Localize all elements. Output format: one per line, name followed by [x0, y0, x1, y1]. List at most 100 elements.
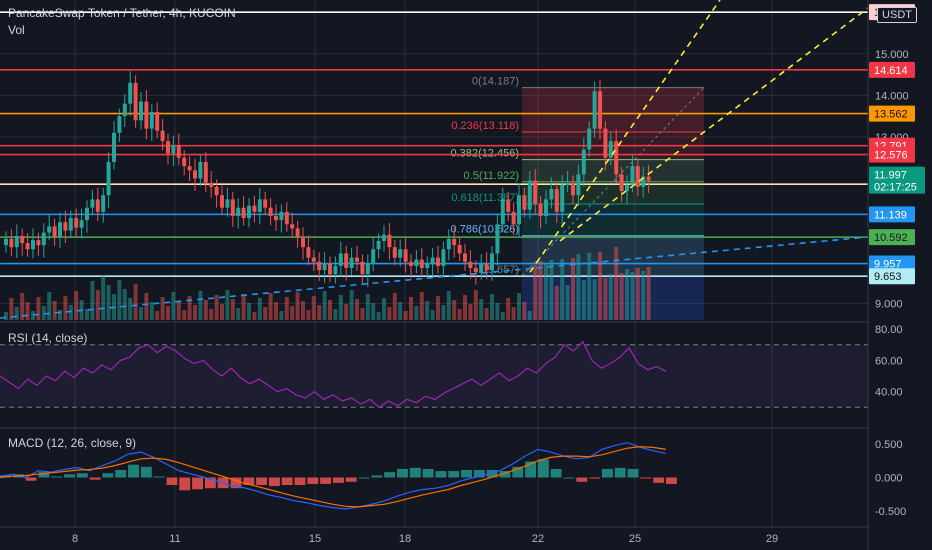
- candle-body[interactable]: [236, 207, 241, 216]
- candle-body[interactable]: [592, 91, 597, 129]
- candle-body[interactable]: [47, 226, 52, 233]
- candle-body[interactable]: [403, 249, 408, 262]
- candle-body[interactable]: [117, 116, 122, 133]
- candle-body[interactable]: [360, 261, 365, 275]
- candle-body[interactable]: [290, 224, 295, 229]
- macd-pane[interactable]: [0, 442, 677, 510]
- candle-body[interactable]: [263, 199, 268, 208]
- candle-body[interactable]: [214, 186, 219, 196]
- candle-body[interactable]: [160, 130, 165, 142]
- trendline-support[interactable]: [0, 236, 869, 319]
- candle-body[interactable]: [554, 188, 559, 212]
- candle-body[interactable]: [576, 174, 581, 196]
- candle-body[interactable]: [619, 174, 624, 192]
- candle-body[interactable]: [155, 112, 160, 131]
- candle-body[interactable]: [198, 161, 203, 179]
- rsi-pane[interactable]: [0, 340, 868, 409]
- candle-body[interactable]: [387, 234, 392, 248]
- candle-body[interactable]: [187, 166, 192, 171]
- candle-body[interactable]: [311, 257, 316, 262]
- candle-body[interactable]: [506, 199, 511, 212]
- price-axis[interactable]: 9.00013.00014.00015.00016.00016.00014.61…: [869, 0, 932, 550]
- candle-body[interactable]: [376, 240, 381, 250]
- candle-body[interactable]: [209, 182, 214, 187]
- candle-body[interactable]: [344, 253, 349, 268]
- candle-body[interactable]: [392, 247, 397, 258]
- candle-body[interactable]: [301, 236, 305, 248]
- candle-body[interactable]: [560, 184, 565, 212]
- candle-body[interactable]: [349, 257, 354, 268]
- candlestick-series[interactable]: [4, 71, 651, 287]
- trendline-upper[interactable]: [529, 0, 721, 273]
- candle-body[interactable]: [608, 141, 613, 158]
- candle-body[interactable]: [63, 222, 68, 231]
- candle-body[interactable]: [495, 224, 500, 254]
- candle-body[interactable]: [409, 261, 413, 266]
- candle-body[interactable]: [14, 235, 19, 248]
- price-tag-11.139[interactable]: [869, 206, 915, 223]
- candle-body[interactable]: [328, 263, 332, 275]
- price-tag-13.562[interactable]: [869, 105, 915, 122]
- candle-body[interactable]: [41, 232, 46, 246]
- candle-body[interactable]: [635, 166, 640, 187]
- candle-body[interactable]: [101, 195, 106, 212]
- candle-body[interactable]: [646, 176, 651, 181]
- candle-body[interactable]: [457, 245, 462, 254]
- candle-body[interactable]: [371, 249, 376, 264]
- candle-body[interactable]: [419, 259, 424, 268]
- time-axis[interactable]: 8 11 15 18 22 25 29: [72, 533, 778, 545]
- candle-body[interactable]: [490, 253, 494, 271]
- candle-body[interactable]: [544, 199, 548, 216]
- candle-body[interactable]: [95, 199, 100, 212]
- candle-body[interactable]: [571, 182, 575, 196]
- candle-body[interactable]: [122, 103, 127, 117]
- trendline-lower[interactable]: [559, 7, 869, 242]
- candle-body[interactable]: [182, 157, 187, 167]
- candle-body[interactable]: [338, 253, 343, 266]
- candle-body[interactable]: [538, 203, 543, 216]
- candle-body[interactable]: [274, 216, 278, 221]
- candle-body[interactable]: [252, 205, 257, 212]
- candle-body[interactable]: [133, 82, 138, 121]
- price-tag-10.592[interactable]: [869, 229, 915, 246]
- candle-body[interactable]: [139, 101, 143, 121]
- candle-body[interactable]: [193, 170, 197, 179]
- candle-body[interactable]: [203, 161, 208, 183]
- candle-body[interactable]: [279, 211, 284, 221]
- candle-body[interactable]: [128, 82, 133, 104]
- trendlines[interactable]: [0, 0, 869, 319]
- candle-body[interactable]: [365, 263, 370, 275]
- candle-body[interactable]: [614, 141, 619, 175]
- candle-body[interactable]: [517, 195, 521, 225]
- candle-body[interactable]: [468, 261, 473, 268]
- candle-body[interactable]: [452, 238, 457, 246]
- candle-body[interactable]: [225, 199, 230, 208]
- candle-body[interactable]: [625, 184, 629, 192]
- candle-body[interactable]: [333, 265, 338, 275]
- candle-body[interactable]: [641, 176, 646, 187]
- candle-body[interactable]: [4, 238, 8, 246]
- candle-body[interactable]: [317, 261, 322, 271]
- candle-body[interactable]: [587, 128, 592, 150]
- candle-body[interactable]: [284, 211, 289, 225]
- candle-body[interactable]: [549, 188, 554, 200]
- price-tag-12.576[interactable]: [869, 146, 915, 163]
- candle-body[interactable]: [241, 207, 246, 219]
- candle-body[interactable]: [52, 226, 57, 237]
- candle-body[interactable]: [598, 91, 602, 129]
- candle-body[interactable]: [479, 263, 484, 273]
- candle-body[interactable]: [581, 149, 586, 175]
- currency-button[interactable]: USDT: [877, 7, 917, 23]
- candle-body[interactable]: [441, 249, 446, 266]
- candle-body[interactable]: [446, 238, 451, 250]
- price-tag-14.614[interactable]: [869, 61, 915, 78]
- candle-body[interactable]: [268, 207, 273, 216]
- candle-body[interactable]: [603, 128, 608, 158]
- candle-body[interactable]: [20, 235, 25, 244]
- candle-body[interactable]: [112, 132, 116, 162]
- candle-body[interactable]: [85, 207, 89, 221]
- candle-body[interactable]: [484, 263, 489, 271]
- candle-body[interactable]: [630, 166, 635, 185]
- candle-body[interactable]: [166, 141, 170, 154]
